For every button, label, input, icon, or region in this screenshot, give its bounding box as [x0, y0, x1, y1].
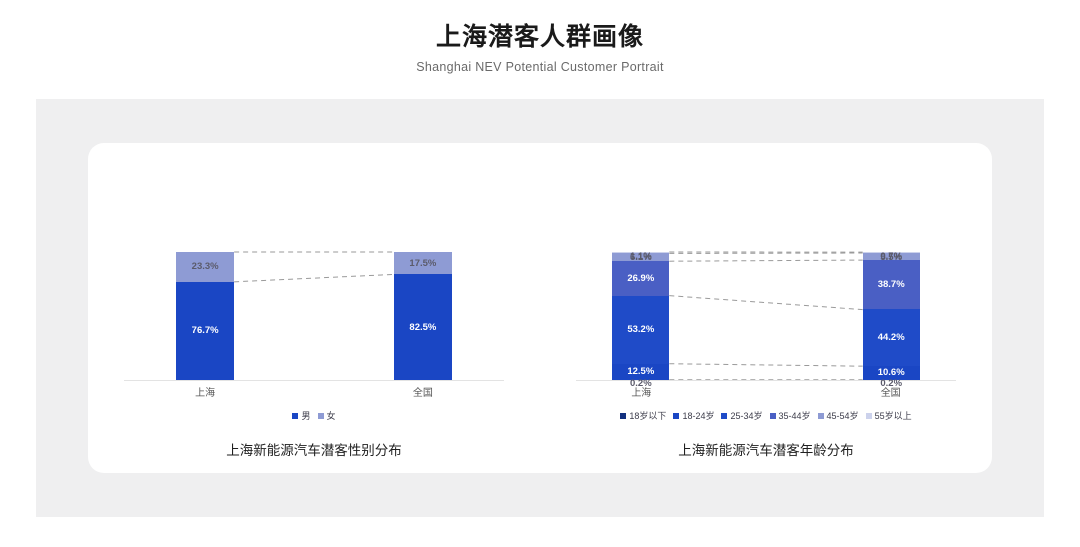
bar-segment[interactable]: 26.9%: [612, 261, 670, 296]
legend-label: 18-24岁: [682, 411, 715, 421]
bar-segment-value: 0.2%: [880, 377, 903, 389]
category-label-shanghai: 上海: [631, 388, 652, 399]
legend-swatch-icon: [292, 412, 299, 419]
bar-segment-value: 76.7%: [191, 325, 219, 337]
bar-segment-value: 5.5%: [880, 251, 903, 263]
bar-segment-value: 0.7%: [880, 251, 903, 262]
chart-gender: 23.3% 76.7% 17.5% 82.5% 上海 全国 男女 上海新能源汽车潜客…: [88, 143, 540, 473]
chart-gender-caption: 上海新能源汽车潜客性别分布: [226, 443, 402, 458]
bar-segment[interactable]: 12.5%: [612, 363, 670, 380]
category-label-shanghai: 上海: [195, 388, 216, 399]
bar-segment-value: 82.5%: [409, 321, 437, 333]
chart-gender-bars: 23.3% 76.7% 17.5% 82.5%: [88, 189, 540, 380]
legend-swatch-icon: [721, 412, 728, 419]
chart-age-plot: 1.1% 6.1% 26.9% 53.2% 12.5% 0.2% 0.7% 5.5% 38.7…: [540, 189, 992, 389]
legend-swatch-icon: [769, 412, 776, 419]
legend-item[interactable]: 45-54岁: [817, 409, 859, 422]
bar-segment-value: 17.5%: [409, 257, 437, 269]
category-label-national: 全国: [412, 388, 433, 399]
legend-item[interactable]: 25-34岁: [721, 409, 763, 422]
bar-segment-value: 0.2%: [629, 377, 652, 389]
chart-age-legend: 18岁以下 18-24岁 25-34岁 35-44岁 45-54岁 55岁以上: [540, 409, 992, 422]
bar-segment-value: 23.3%: [191, 261, 219, 273]
bar-segment[interactable]: 44.2%: [862, 309, 920, 367]
bar-segment[interactable]: 76.7%: [176, 281, 235, 380]
legend-swatch-icon: [673, 412, 680, 419]
legend-label: 25-34岁: [730, 411, 763, 421]
chart-age-axis: [576, 380, 956, 381]
page-subtitle: Shanghai NEV Potential Customer Portrait: [416, 60, 664, 75]
bar-segment[interactable]: 5.5%: [862, 251, 920, 263]
page-title: 上海潜客人群画像: [435, 23, 644, 51]
bar-segment[interactable]: 0.7%: [862, 251, 920, 262]
chart-age-bars: 1.1% 6.1% 26.9% 53.2% 12.5% 0.2% 0.7% 5.5% 38.7…: [540, 189, 992, 389]
bar-segment[interactable]: 6.1%: [612, 252, 670, 264]
bar-segment[interactable]: 82.5%: [393, 274, 452, 380]
legend-label: 男: [301, 411, 311, 421]
bar-segment-value: 10.6%: [877, 367, 905, 379]
bar-stack-national[interactable]: 17.5% 82.5%: [393, 252, 452, 380]
bar-segment-value: 1.1%: [629, 251, 652, 262]
legend-swatch-icon: [620, 412, 627, 419]
chart-age-caption: 上海新能源汽车潜客年龄分布: [678, 443, 854, 458]
legend-label: 35-44岁: [778, 411, 811, 421]
legend-item[interactable]: 18岁以下: [620, 409, 666, 422]
legend-label: 18岁以下: [629, 411, 667, 421]
bar-segment[interactable]: 53.2%: [612, 295, 670, 364]
bar-stack-shanghai[interactable]: 1.1% 6.1% 26.9% 53.2% 12.5% 0.2%: [612, 251, 670, 389]
legend-swatch-icon: [817, 412, 824, 419]
bar-segment[interactable]: 10.6%: [862, 366, 920, 380]
bar-segment-value: 26.9%: [627, 272, 655, 284]
bar-segment-value: 38.7%: [877, 279, 905, 291]
legend-item[interactable]: 女: [317, 409, 336, 422]
page-header: 上海潜客人群画像 Shanghai NEV Potential Customer…: [0, 0, 1080, 74]
chart-gender-plot: 23.3% 76.7% 17.5% 82.5%: [88, 189, 540, 381]
bar-segment-value: 6.1%: [629, 252, 652, 264]
legend-swatch-icon: [865, 412, 872, 419]
charts-card: 23.3% 76.7% 17.5% 82.5% 上海 全国 男女 上海新能源汽车潜客…: [88, 143, 992, 473]
bar-segment-value: 44.2%: [877, 332, 905, 344]
legend-label: 45-54岁: [826, 411, 859, 421]
legend-item[interactable]: 55岁以上: [865, 409, 912, 422]
chart-age: 1.1% 6.1% 26.9% 53.2% 12.5% 0.2% 0.7% 5.5% 38.7…: [540, 143, 992, 473]
category-label-national: 全国: [880, 388, 901, 399]
legend-item[interactable]: 男: [292, 409, 311, 422]
legend-label: 女: [326, 411, 336, 421]
chart-gender-categories: 上海 全国: [88, 384, 540, 399]
bar-stack-shanghai[interactable]: 23.3% 76.7%: [176, 252, 235, 380]
bar-segment[interactable]: 23.3%: [176, 252, 235, 282]
chart-gender-axis: [124, 380, 504, 381]
chart-age-categories: 上海 全国: [540, 384, 992, 399]
bar-segment-value: 12.5%: [627, 366, 655, 378]
bar-segment[interactable]: 38.7%: [862, 259, 920, 310]
bar-segment-value: 53.2%: [627, 324, 655, 336]
legend-label: 55岁以上: [874, 411, 912, 421]
bar-stack-national[interactable]: 0.7% 5.5% 38.7% 44.2% 10.6% 0.2%: [862, 251, 920, 389]
charts-container: 23.3% 76.7% 17.5% 82.5% 上海 全国 男女 上海新能源汽车潜客…: [88, 143, 992, 473]
legend-swatch-icon: [317, 412, 324, 419]
bar-segment[interactable]: 1.1%: [612, 251, 670, 262]
bar-segment[interactable]: 17.5%: [393, 252, 452, 275]
legend-item[interactable]: 35-44岁: [769, 409, 811, 422]
legend-item[interactable]: 18-24岁: [673, 409, 714, 422]
chart-gender-legend: 男女: [88, 409, 540, 422]
